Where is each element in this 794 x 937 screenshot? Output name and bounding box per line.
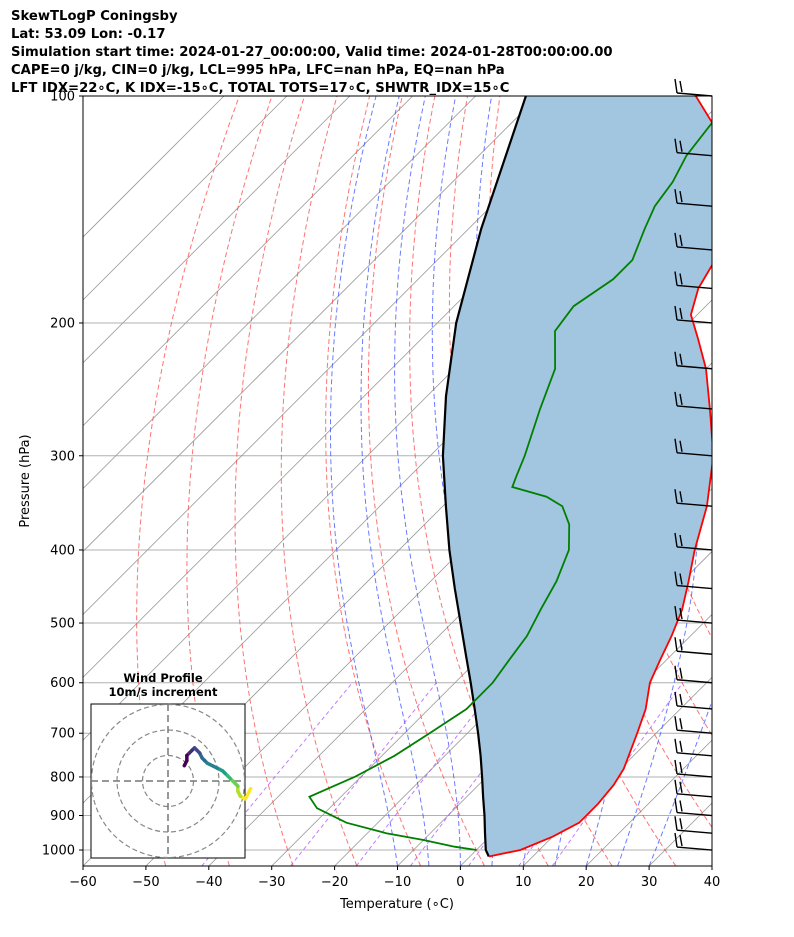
wind-barb [674,637,713,655]
parcel-profile-line [441,96,527,857]
isotherm-line [83,96,476,490]
hodograph-title: Wind Profile [123,671,203,685]
y-tick-label: 900 [50,809,75,824]
moist-adiabat-line [360,96,430,866]
y-axis-label: Pressure (hPa) [18,434,33,527]
dry-adiabat-line [280,96,358,866]
temperature-profile-line [488,96,712,858]
isotherm-line [83,96,351,364]
wind-barb [674,271,713,290]
y-tick-label: 400 [50,543,75,558]
chart-header: SkewTLogP Coningsby Lat: 53.09 Lon: -0.1… [11,8,613,98]
times-line: Simulation start time: 2024-01-27_00:00:… [11,45,613,60]
chart-title: SkewTLogP Coningsby [11,9,178,24]
y-tick-label: 1000 [42,844,75,859]
isotherm-line [83,96,413,427]
wind-barb [674,738,713,757]
y-tick-label: 600 [50,676,75,691]
wind-barb [674,716,713,734]
moist-adiabat-line [648,699,712,866]
isotherm-line [83,96,539,553]
x-tick-label: −50 [132,875,159,890]
moist-adiabat-line [330,96,398,866]
isotherm-line [83,96,602,615]
dewpoint-profile-line [308,121,712,851]
y-tick-label: 700 [50,727,75,742]
wind-barb [674,351,713,370]
x-tick-label: −30 [258,875,285,890]
parcel-area-fill [442,96,712,857]
isotherm-line [523,676,712,866]
isotherm-line [711,865,712,866]
isotherm-line [334,488,712,866]
y-tick-label: 300 [50,449,75,464]
isotherm-line [83,96,225,238]
wind-barb [674,78,713,97]
wind-barb [674,816,713,834]
x-axis-label: Temperature (∘C) [339,897,454,912]
hodograph-ring [90,703,246,859]
wind-barb [674,759,713,778]
x-tick-label: 30 [641,875,658,890]
wind-barb [674,438,713,457]
x-tick-label: −20 [321,875,348,890]
dry-adiabat-line [325,96,422,866]
x-tick-label: 40 [704,875,721,890]
wind-barb [674,305,713,324]
wind-barb [674,391,713,410]
location-line: Lat: 53.09 Lon: -0.17 [11,27,166,42]
x-tick-label: −40 [195,875,222,890]
y-tick-label: 200 [50,316,75,331]
wind-barb [674,665,713,684]
wind-barb [674,691,713,710]
mixing-ratio-line [551,682,684,866]
wind-barb [674,779,713,798]
moist-adiabat-line [431,96,495,866]
wind-barb [674,189,713,207]
dry-adiabat-line [367,96,485,866]
mixing-ratio-line [290,682,437,866]
x-tick-label: 20 [578,875,595,890]
indices-line: LFT IDX=22∘C, K IDX=-15∘C, TOTAL TOTS=17… [11,81,510,96]
y-tick-label: 800 [50,770,75,785]
params-line: CAPE=0 j/kg, CIN=0 j/kg, LCL=995 hPa, LF… [11,63,505,78]
x-tick-label: 10 [515,875,532,890]
dry-adiabat-line [186,96,273,866]
wind-barb [674,798,713,817]
mixing-ratio-line [355,682,499,866]
moist-adiabat-line [394,96,461,866]
wind-barb [674,532,713,551]
y-tick-label: 100 [50,90,75,105]
wind-barb [674,605,713,624]
moist-adiabat-line [617,96,699,866]
hodograph-subtitle: 10m/s increment [109,685,218,699]
wind-barb [674,138,713,157]
wind-barb [674,232,713,251]
wind-barb [674,489,713,507]
x-tick-label: −60 [69,875,96,890]
wind-barb [674,832,713,851]
hodograph-segment [182,758,189,768]
wind-barb [674,571,713,590]
y-tick-label: 500 [50,617,75,632]
dry-adiabat-line [234,96,305,866]
isotherm-line [83,96,288,301]
x-tick-label: −10 [384,875,411,890]
x-tick-label: 0 [456,875,464,890]
